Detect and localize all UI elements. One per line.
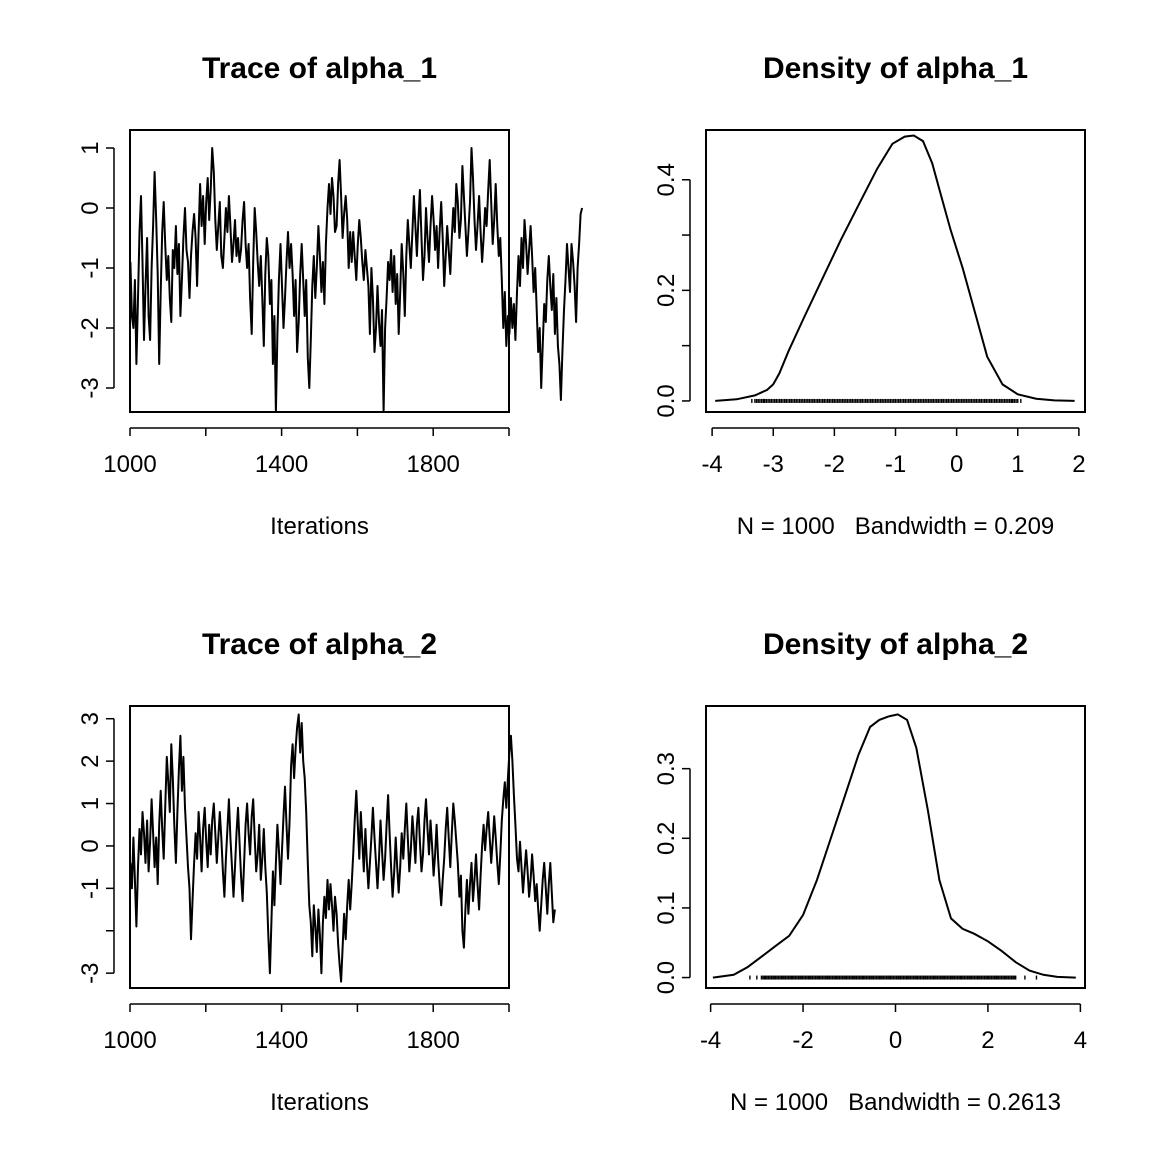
x-tick-label: 2 bbox=[1072, 451, 1085, 478]
trace-of-alpha-2-x-axis: 1000 1400 1800 bbox=[103, 1003, 510, 1054]
y-tick-label: 0 bbox=[77, 839, 104, 852]
x-tick-label: 0 bbox=[950, 451, 963, 478]
y-tick-label: -1 bbox=[77, 257, 104, 278]
x-tick-label: 1 bbox=[1011, 451, 1024, 478]
x-tick-label: -2 bbox=[792, 1027, 813, 1054]
trace-of-alpha-1-x-axis: 1000 1400 1800 bbox=[103, 427, 510, 478]
density-of-alpha-2-rug bbox=[749, 975, 1038, 980]
x-tick-label: 1800 bbox=[407, 451, 460, 478]
density-of-alpha-1-y-axis: 0.0 0.2 0.4 bbox=[653, 163, 691, 418]
y-tick-label: 3 bbox=[77, 712, 104, 725]
x-tick-label: 0 bbox=[889, 1027, 902, 1054]
y-tick-label: -3 bbox=[77, 377, 104, 398]
density-of-alpha-2-x-axis-label: N = 1000 Bandwidth = 0.2613 bbox=[730, 1089, 1061, 1116]
y-tick-label: -1 bbox=[77, 878, 104, 899]
trace-of-alpha-2-x-axis-label: Iterations bbox=[270, 1089, 369, 1116]
y-tick-label: 0 bbox=[77, 201, 104, 214]
density-of-alpha-2-y-axis: 0.0 0.1 0.2 0.3 bbox=[653, 752, 691, 994]
trace-of-alpha-1-title: Trace of alpha_1 bbox=[202, 52, 437, 85]
y-tick-label: 0.2 bbox=[653, 822, 680, 855]
x-tick-label: 1400 bbox=[255, 451, 308, 478]
density-of-alpha-1-panel: Density of alpha_1 -4 -3 -2 -1 0 1 2 0.0 0.2 0.4 N … bbox=[653, 52, 1086, 540]
y-tick-label: 0.3 bbox=[653, 752, 680, 785]
y-tick-label: 0.1 bbox=[653, 891, 680, 924]
trace-of-alpha-1-panel: Trace of alpha_1 1000 1400 1800 -3 -2 -1 0 1 Iter… bbox=[77, 52, 584, 540]
density-of-alpha-2-plot-frame bbox=[705, 705, 1086, 989]
trace-of-alpha-1-x-axis-label: Iterations bbox=[270, 513, 369, 540]
density-of-alpha-2-panel: Density of alpha_2 -4 -2 0 2 4 0.0 0.1 0.2 0.3 N =… bbox=[653, 628, 1087, 1116]
x-tick-label: 1400 bbox=[255, 1027, 308, 1054]
x-tick-label: 1000 bbox=[103, 1027, 156, 1054]
trace-of-alpha-1-trace-line bbox=[129, 147, 584, 413]
y-tick-label: 1 bbox=[77, 141, 104, 154]
density-of-alpha-1-plot-frame bbox=[705, 129, 1086, 413]
trace-of-alpha-2-plot-frame bbox=[129, 705, 510, 989]
density-of-alpha-2-x-axis: -4 -2 0 2 4 bbox=[700, 1003, 1087, 1054]
density-of-alpha-1-x-axis: -4 -3 -2 -1 0 1 2 bbox=[701, 427, 1086, 478]
y-tick-label: 0.0 bbox=[653, 384, 680, 417]
x-tick-label: 1000 bbox=[103, 451, 156, 478]
trace-of-alpha-1-y-axis: -3 -2 -1 0 1 bbox=[77, 141, 115, 399]
y-tick-label: 1 bbox=[77, 797, 104, 810]
x-tick-label: -4 bbox=[701, 451, 722, 478]
x-tick-label: -2 bbox=[824, 451, 845, 478]
x-tick-label: 2 bbox=[981, 1027, 994, 1054]
x-tick-label: 1800 bbox=[407, 1027, 460, 1054]
y-tick-label: -3 bbox=[77, 962, 104, 983]
trace-of-alpha-2-y-axis: -3 -1 0 1 2 3 bbox=[77, 712, 115, 984]
y-tick-label: -2 bbox=[77, 317, 104, 338]
x-tick-label: 4 bbox=[1074, 1027, 1087, 1054]
y-tick-label: 0.0 bbox=[653, 961, 680, 994]
y-tick-label: 2 bbox=[77, 754, 104, 767]
trace-of-alpha-2-trace-line bbox=[129, 713, 556, 983]
density-of-alpha-1-rug bbox=[751, 398, 1022, 403]
x-tick-label: -1 bbox=[885, 451, 906, 478]
x-tick-label: -4 bbox=[700, 1027, 721, 1054]
density-of-alpha-1-density-curve bbox=[715, 134, 1075, 402]
density-of-alpha-2-title: Density of alpha_2 bbox=[763, 628, 1028, 661]
trace-of-alpha-2-title: Trace of alpha_2 bbox=[202, 628, 437, 661]
density-of-alpha-2-density-curve bbox=[712, 713, 1076, 979]
density-of-alpha-1-x-axis-label: N = 1000 Bandwidth = 0.209 bbox=[737, 513, 1055, 540]
y-tick-label: 0.2 bbox=[653, 274, 680, 307]
density-of-alpha-1-title: Density of alpha_1 bbox=[763, 52, 1028, 85]
x-tick-label: -3 bbox=[763, 451, 784, 478]
trace-of-alpha-1-plot-frame bbox=[129, 129, 510, 413]
trace-of-alpha-2-panel: Trace of alpha_2 1000 1400 1800 -3 -1 0 1 2 3 Iter… bbox=[77, 628, 556, 1116]
y-tick-label: 0.4 bbox=[653, 163, 680, 196]
